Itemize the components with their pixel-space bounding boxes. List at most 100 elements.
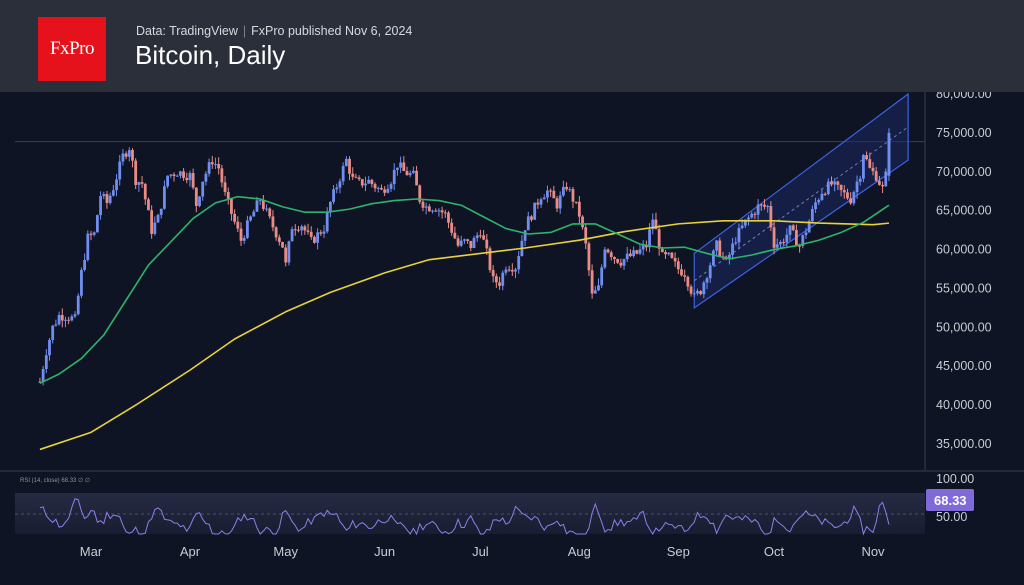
candle-body [782, 242, 786, 244]
price-tick-label: 75,000.00 [936, 126, 992, 140]
candle-body [648, 229, 651, 248]
last-candle-body [887, 132, 891, 176]
candle-body [504, 269, 508, 273]
candle-body [635, 250, 639, 254]
candle-body [817, 199, 821, 203]
candle-body [600, 267, 604, 286]
candle-body [188, 173, 192, 181]
candle-body [121, 153, 125, 162]
candle-body [402, 162, 406, 172]
publisher-info: FxPro published Nov 6, 2024 [251, 24, 413, 38]
candle-body [731, 243, 734, 255]
candle-body [54, 324, 58, 326]
candle-body [676, 261, 680, 270]
candle-body [574, 201, 578, 203]
price-tick-label: 35,000.00 [936, 437, 992, 451]
candle-body [95, 215, 99, 233]
candle-body [453, 232, 457, 239]
candle-body [447, 212, 450, 223]
candle-body [281, 241, 284, 248]
rsi-tick-50: 50.00 [936, 510, 967, 524]
candle-body [233, 213, 237, 222]
candle-body [568, 189, 572, 191]
candle-body [303, 226, 307, 231]
price-channel [693, 92, 909, 310]
candle-body [587, 243, 591, 271]
candle-body [313, 236, 316, 243]
candle-body [616, 259, 620, 263]
candle-body [258, 200, 262, 202]
candle-body [150, 210, 154, 234]
candle-body [868, 159, 872, 168]
ma-fast-line [39, 195, 890, 385]
candle-body [300, 226, 304, 231]
candle-body [657, 229, 661, 249]
candle-body [163, 186, 166, 209]
candle-body [466, 239, 470, 241]
candle-body [667, 252, 671, 255]
candle-body [246, 220, 249, 238]
candle-body [338, 181, 342, 188]
candle-body [169, 174, 173, 176]
candle-body [536, 202, 540, 205]
rsi-label: RSI (14, close) 68.33 ∅ ∅ [20, 477, 90, 484]
candle-body [485, 239, 489, 249]
candle-body [769, 206, 773, 228]
candle-body [207, 162, 211, 174]
candle-body [865, 155, 869, 160]
price-tick-label: 70,000.00 [936, 165, 992, 179]
candle-body [124, 153, 128, 157]
candle-body [364, 183, 367, 186]
candle-body [376, 187, 380, 189]
candle-body [743, 219, 747, 226]
candle-body [846, 192, 849, 199]
candle-body [354, 176, 358, 178]
candle-body [437, 210, 441, 212]
candle-body [89, 233, 93, 235]
price-tick-label: 65,000.00 [936, 204, 992, 218]
candle-body [734, 242, 738, 244]
candle-body [48, 339, 51, 356]
candle-body [217, 164, 221, 169]
price-chart[interactable]: 80,000.00 75,000.00 70,000.00 65,000.00 60,0… [0, 92, 1024, 585]
candle-body [514, 269, 517, 272]
candle-body [373, 184, 377, 189]
candle-body [753, 213, 757, 215]
candle-body [92, 232, 96, 235]
candle-body [788, 225, 792, 235]
candle-body [699, 291, 703, 295]
price-tick-label: 40,000.00 [936, 398, 992, 412]
candle-body [293, 229, 297, 231]
candle-body [823, 193, 827, 195]
candle-body [565, 186, 568, 190]
candle-body [552, 190, 556, 199]
candle-body [526, 216, 530, 231]
candle-body [644, 245, 648, 248]
candles [38, 128, 891, 386]
meta-separator: | [242, 24, 247, 38]
candle-body [424, 206, 428, 208]
candle-body [622, 259, 626, 266]
candle-body [855, 181, 859, 193]
candle-body [156, 214, 160, 223]
month-label: Jun [374, 544, 395, 559]
price-tick-label: 80,000.00 [936, 92, 992, 101]
month-label: Jul [472, 544, 489, 559]
candle-body [463, 239, 466, 241]
candle-body [427, 206, 431, 212]
candle-body [794, 230, 798, 246]
candle-body [826, 181, 830, 195]
candle-body [64, 319, 67, 321]
candle-body [344, 158, 348, 167]
candle-body [849, 198, 853, 204]
candle-body [159, 208, 163, 215]
candle-body [561, 186, 565, 196]
candle-body [613, 257, 616, 260]
candle-body [884, 171, 888, 187]
rsi-line [39, 498, 890, 536]
candle-body [415, 170, 418, 186]
candle-body [549, 190, 553, 192]
candle-body [488, 248, 492, 271]
candle-body [408, 172, 412, 176]
candle-body [191, 173, 195, 188]
